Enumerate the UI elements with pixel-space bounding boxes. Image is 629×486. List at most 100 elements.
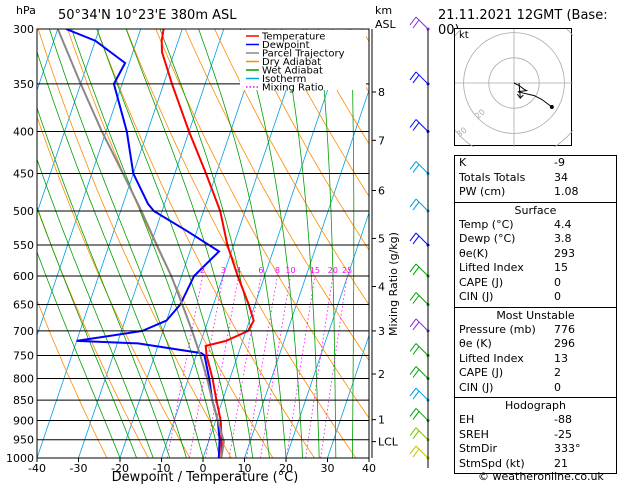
hodograph-stats-block: Hodograph EH -88 SREH -25 StmDir 333° StmSp… [455,397,616,473]
wind-barb-flag [409,263,417,273]
index-row-k: K -9 [455,156,616,171]
credit-footer: © weatheronline.co.uk [478,470,604,483]
surface-key: Temp (°C) [459,217,514,231]
wind-barb-flag [409,343,417,352]
wind-barb-staff [415,263,429,277]
isotherm-line [119,29,266,458]
pressure-tick-label: 350 [13,78,34,91]
mixing-ratio-label: 25 [342,266,352,275]
x-tick-label: 0 [200,462,207,475]
hodo-value: -25 [554,427,572,441]
wind-barb [409,445,430,460]
legend-label: Mixing Ratio [262,83,324,94]
x-tick-label: 10 [238,462,252,475]
x-tick-label: -10 [153,462,171,475]
wind-barb [409,343,430,357]
wind-barb-flag [412,448,420,458]
wind-barb-flag [412,74,420,84]
surface-row: θe(K) 293 [455,247,616,262]
surface-key: CIN (J) [459,290,494,303]
mu-row: Pressure (mb) 776 [455,323,616,338]
wind-barb-flag [409,292,417,301]
surface-value: 293 [554,246,575,260]
x-tick-label: 20 [279,462,293,475]
height-ref-label: ASL [375,18,396,31]
mixing-ratio-label: 4 [236,266,241,275]
wind-barb-staff [415,427,429,441]
dry-adiabat-line [273,29,369,198]
pressure-tick-label: 850 [13,394,34,407]
dry-adiabat-line [37,29,232,458]
wind-barb-staff [415,198,429,212]
wind-barb-flag [412,321,420,331]
surface-value: 0 [554,290,561,303]
pressure-tick-label: 300 [13,23,34,36]
wind-barb-flag [412,235,420,245]
wind-barb [409,71,430,86]
wind-barb-staff [415,366,429,379]
most-unstable-title: Most Unstable [496,308,575,322]
dry-adiabat-line [214,29,369,306]
surface-title: Surface [514,203,557,217]
isotherm-line [78,29,225,458]
wind-barb-flag [412,369,420,378]
indices-panel: K -9 Totals Totals 34 PW (cm) 1.08 Surface … [454,155,617,474]
wet-adiabat-line [37,50,187,458]
wind-barb-staff [415,387,429,401]
hodo-value: 333° [554,442,581,455]
legend-label: Wet Adiabat [262,66,323,77]
isotherm-line [37,29,183,458]
wind-barb-flag [412,266,420,276]
mu-row: CIN (J) 0 [455,381,616,396]
wind-barb-flag [409,161,417,170]
mu-value: 13 [554,351,568,365]
wind-barb-flag [412,390,420,400]
wind-barb [409,387,430,402]
height-tick-label: 7 [378,134,385,147]
mu-key: Pressure (mb) [459,322,536,336]
wind-barb-staff [415,292,429,305]
wind-barb-staff [415,71,429,85]
height-tick-label: 2 [378,368,385,381]
isotherm-line [244,89,369,458]
hodo-key: StmDir [459,442,498,455]
surface-value: 15 [554,261,568,274]
surface-key: Lifted Index [459,261,524,274]
legend-background [240,30,366,90]
height-tick-label: 8 [378,86,385,99]
hodo-key: StmSpd (kt) [459,456,525,470]
pressure-tick-label: 750 [13,349,34,362]
mixing-ratio-label: 2 [200,266,205,275]
wind-barb [409,427,430,442]
pressure-tick-label: 600 [13,270,34,283]
hodograph-unit-label: kt [459,30,469,41]
surface-row: Temp (°C) 4.4 [455,218,616,233]
hodo-row: SREH -25 [455,428,616,443]
height-tick-label: 5 [378,232,385,245]
mu-value: 0 [554,380,561,394]
mu-row: θe (K) 296 [455,337,616,352]
pressure-tick-label: 800 [13,372,34,385]
pressure-tick-label: 550 [13,239,34,252]
mixing-ratio-label: 3 [221,266,226,275]
wind-barb-flag [409,16,417,26]
wind-barb-flag [412,295,420,304]
isotherm-line [37,29,100,215]
wind-barb-flag [409,232,417,242]
mixing-ratio-axis-title: Mixing Ratio (g/kg) [387,232,400,336]
wet-adiabat-line [49,29,204,458]
hodograph-ring-label: 30 [455,126,469,139]
wind-barb-flag [409,119,417,128]
surface-key: θe(K) [459,246,489,260]
surface-value: 3.8 [554,232,572,245]
station-location: 50°34'N 10°23'E 380m ASL [58,8,237,23]
wind-barb [409,161,430,175]
wind-barb [409,292,430,307]
wind-barb-flag [409,427,417,437]
index-row-pw: PW (cm) 1.08 [455,185,616,200]
hodo-row: StmSpd (kt) 21 [455,457,616,472]
wind-barb-staff [415,161,429,174]
dry-adiabat-line [243,29,369,251]
x-tick-label: -30 [70,462,88,475]
wind-barb-flag [412,411,420,420]
